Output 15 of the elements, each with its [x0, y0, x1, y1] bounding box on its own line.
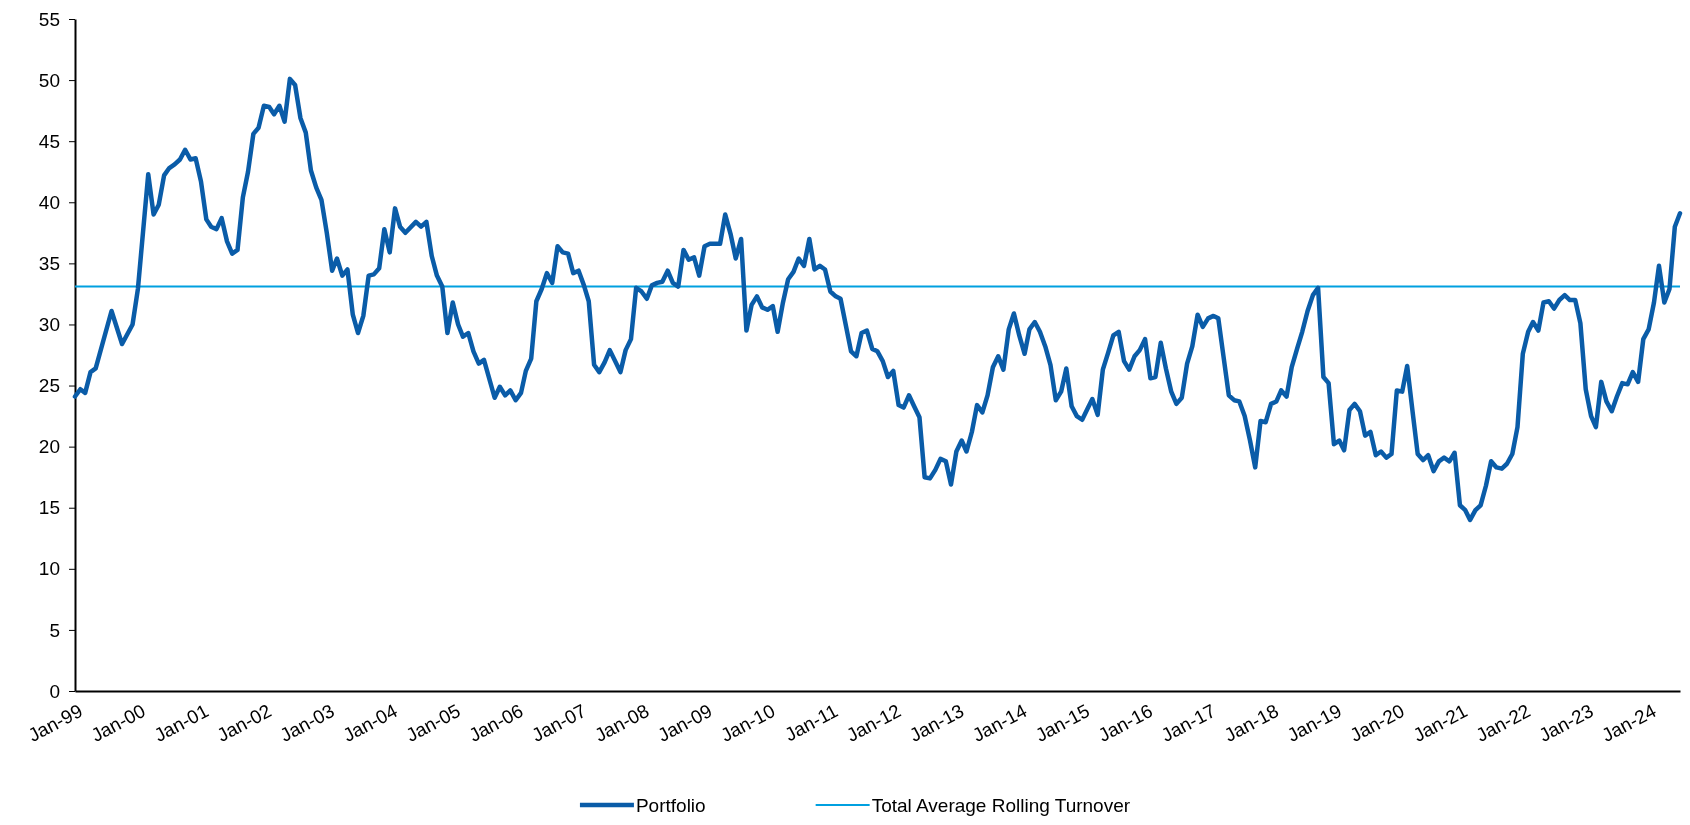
- y-tick-label: 55: [38, 8, 60, 30]
- y-tick-label: 20: [38, 436, 60, 458]
- y-tick-label: 10: [38, 558, 60, 580]
- legend-label: Portfolio: [635, 795, 706, 816]
- y-tick-label: 50: [38, 69, 60, 91]
- y-tick-label: 25: [38, 375, 60, 397]
- y-tick-label: 5: [49, 619, 60, 641]
- y-tick-label: 0: [49, 680, 60, 702]
- line-series: [72, 76, 1683, 523]
- legend-label: Total Average Rolling Turnover: [871, 795, 1131, 816]
- y-tick-label: 40: [38, 191, 60, 213]
- y-tick-label: 35: [38, 252, 60, 274]
- y-tick-label: 45: [38, 130, 60, 152]
- y-tick-label: 30: [38, 314, 60, 336]
- y-tick-label: 15: [38, 497, 60, 519]
